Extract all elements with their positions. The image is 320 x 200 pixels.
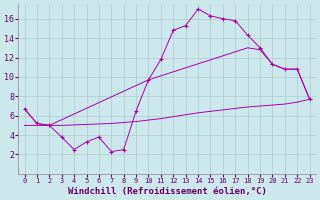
X-axis label: Windchill (Refroidissement éolien,°C): Windchill (Refroidissement éolien,°C) [68, 187, 267, 196]
